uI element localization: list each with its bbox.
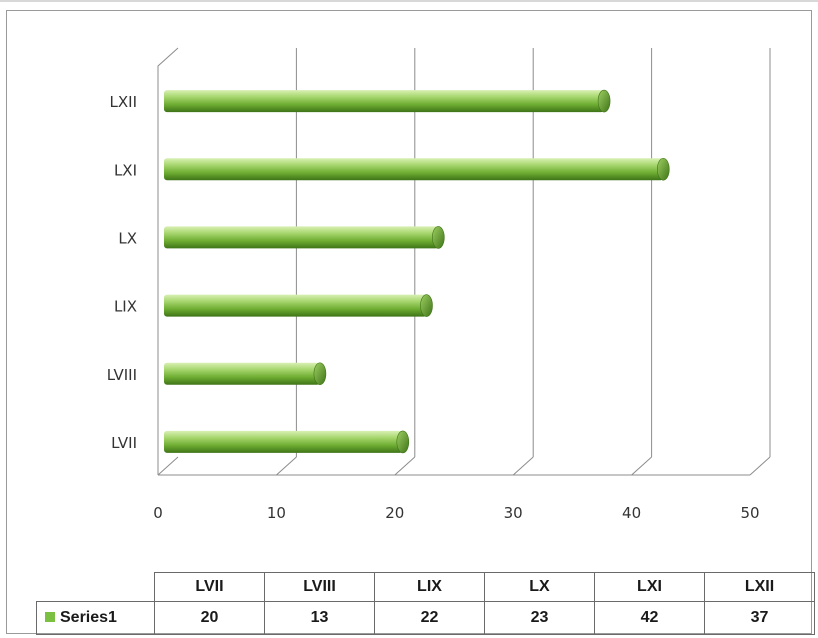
bar-cap — [656, 157, 670, 181]
gridline-floor — [749, 456, 771, 476]
gridline-floor — [394, 456, 416, 476]
table-value-cell: 20 — [154, 601, 265, 635]
bars-layer — [164, 89, 670, 454]
table-header-cell: LXII — [704, 572, 815, 602]
y-category-label: LIX — [114, 298, 137, 316]
bar-cap — [313, 362, 327, 386]
table-header-cell: LVIII — [264, 572, 375, 602]
gridline-floor — [631, 456, 652, 476]
gridline-floor — [276, 456, 297, 476]
y-category-label: LXI — [114, 161, 137, 179]
bar-cap — [597, 89, 611, 113]
bar — [164, 90, 605, 113]
grid-layer — [157, 47, 771, 476]
table-header-cell: LIX — [374, 572, 485, 602]
gridline-floor — [512, 456, 534, 476]
x-tick-label: 0 — [153, 504, 163, 522]
x-tick-label: 30 — [504, 504, 523, 522]
bar — [164, 294, 427, 317]
labels-layer: 0 10 20 30 40 50 LVII LVIII LIX LX LXI LXII — [107, 93, 760, 522]
table-header-row: LVII LVIII LIX LX LXI LXII — [36, 572, 815, 602]
bar — [164, 158, 664, 181]
table-row: Series1 20 13 22 23 42 37 — [36, 601, 815, 635]
chart-area — [6, 10, 812, 634]
table-value-cell: 42 — [594, 601, 705, 635]
table-corner-cell — [36, 572, 155, 602]
table-header-cell: LX — [484, 572, 595, 602]
table-value-cell: 22 — [374, 601, 485, 635]
x-tick-label: 50 — [740, 504, 759, 522]
gridline-floor — [157, 456, 179, 476]
bar-cap — [420, 294, 433, 317]
data-table: LVII LVIII LIX LX LXI LXII Series1 20 13… — [36, 572, 815, 635]
bar-cap — [396, 430, 410, 454]
y-category-label: LVII — [111, 434, 137, 452]
y-category-label: LVIII — [107, 366, 137, 384]
table-header-cell: LVII — [154, 572, 265, 602]
x-tick-label: 10 — [267, 504, 286, 522]
table-header-cell: LXI — [594, 572, 705, 602]
table-value-cell: 23 — [484, 601, 595, 635]
legend-series-label: Series1 — [60, 609, 117, 626]
x-tick-label: 40 — [622, 504, 641, 522]
x-tick-label: 20 — [385, 504, 404, 522]
bar — [164, 362, 320, 385]
bar-cap — [432, 226, 445, 249]
bar — [164, 226, 439, 249]
side-wall — [157, 47, 179, 475]
legend-series-cell: Series1 — [36, 601, 155, 635]
y-category-label: LXII — [110, 93, 137, 111]
bar — [164, 430, 403, 453]
y-category-label: LX — [118, 229, 137, 247]
top-edge-line — [0, 0, 818, 2]
table-value-cell: 13 — [264, 601, 375, 635]
legend-swatch — [45, 612, 55, 622]
table-value-cell: 37 — [704, 601, 815, 635]
